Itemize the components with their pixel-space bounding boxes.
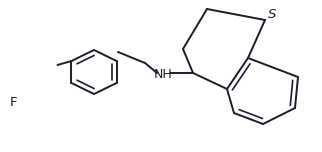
Text: S: S (268, 7, 276, 21)
Text: F: F (10, 97, 17, 109)
Text: NH: NH (154, 67, 172, 81)
